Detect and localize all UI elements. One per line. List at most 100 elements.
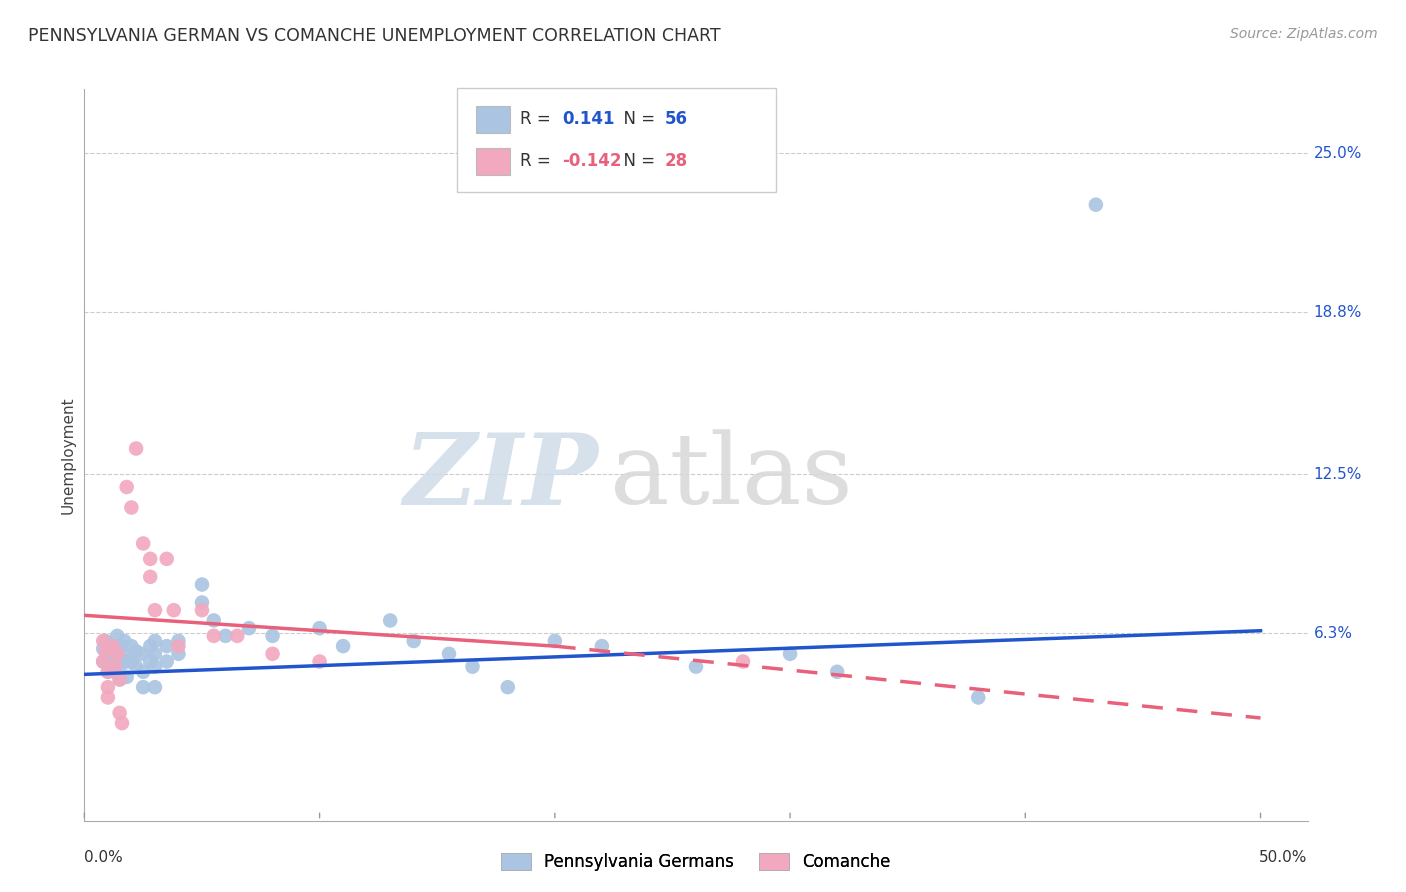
- Point: [115, 655, 138, 669]
- Point: [139, 655, 162, 669]
- Point: [105, 647, 128, 661]
- Point: [108, 659, 131, 673]
- Point: [143, 603, 166, 617]
- Text: 50.0%: 50.0%: [1260, 850, 1308, 865]
- Point: [191, 577, 214, 591]
- Point: [967, 690, 990, 705]
- Point: [97, 665, 120, 679]
- Point: [143, 659, 166, 673]
- Text: R =: R =: [520, 111, 561, 128]
- Legend: Pennsylvania Germans, Comanche: Pennsylvania Germans, Comanche: [495, 847, 897, 878]
- Point: [238, 621, 260, 635]
- Point: [167, 639, 190, 653]
- Text: PENNSYLVANIA GERMAN VS COMANCHE UNEMPLOYMENT CORRELATION CHART: PENNSYLVANIA GERMAN VS COMANCHE UNEMPLOY…: [28, 27, 721, 45]
- Point: [731, 655, 754, 669]
- Point: [262, 647, 284, 661]
- Point: [108, 673, 131, 687]
- Point: [167, 634, 190, 648]
- Point: [143, 634, 166, 648]
- Text: atlas: atlas: [610, 429, 853, 524]
- Point: [105, 629, 128, 643]
- Point: [380, 614, 402, 628]
- Point: [108, 706, 131, 720]
- Point: [139, 552, 162, 566]
- Point: [104, 665, 127, 679]
- Point: [461, 659, 484, 673]
- Point: [437, 647, 460, 661]
- Point: [139, 639, 162, 653]
- Point: [104, 649, 127, 664]
- Point: [94, 644, 117, 658]
- Point: [125, 442, 148, 456]
- Text: ZIP: ZIP: [404, 429, 598, 525]
- Point: [1084, 197, 1107, 211]
- Point: [202, 614, 225, 628]
- Point: [132, 665, 155, 679]
- Point: [112, 647, 135, 661]
- Point: [91, 634, 114, 648]
- Point: [108, 673, 131, 687]
- Point: [125, 644, 148, 658]
- Point: [101, 639, 124, 653]
- Point: [163, 603, 186, 617]
- Point: [108, 639, 131, 653]
- Point: [97, 665, 120, 679]
- Point: [125, 659, 148, 673]
- Point: [105, 644, 128, 658]
- Point: [156, 639, 179, 653]
- Text: 25.0%: 25.0%: [1313, 146, 1362, 161]
- Point: [139, 570, 162, 584]
- Point: [202, 629, 225, 643]
- Y-axis label: Unemployment: Unemployment: [60, 396, 76, 514]
- Point: [104, 659, 127, 673]
- Point: [496, 680, 519, 694]
- Point: [97, 690, 120, 705]
- Point: [308, 621, 330, 635]
- Point: [402, 634, 425, 648]
- Point: [167, 647, 190, 661]
- Point: [115, 480, 138, 494]
- Text: 28: 28: [665, 153, 688, 170]
- Text: N =: N =: [613, 111, 659, 128]
- Point: [825, 665, 848, 679]
- Text: -0.142: -0.142: [562, 153, 621, 170]
- Point: [226, 629, 249, 643]
- Text: 6.3%: 6.3%: [1313, 626, 1353, 640]
- Point: [544, 634, 567, 648]
- Text: R =: R =: [520, 153, 555, 170]
- Point: [143, 680, 166, 694]
- Point: [779, 647, 801, 661]
- Point: [156, 552, 179, 566]
- Point: [120, 639, 142, 653]
- Point: [111, 716, 134, 731]
- Point: [120, 500, 142, 515]
- Point: [156, 655, 179, 669]
- Point: [308, 655, 330, 669]
- Point: [591, 639, 613, 653]
- Point: [129, 647, 152, 661]
- Point: [132, 536, 155, 550]
- Text: 56: 56: [665, 111, 688, 128]
- Text: 0.0%: 0.0%: [84, 850, 124, 865]
- Point: [115, 670, 138, 684]
- Point: [112, 634, 135, 648]
- Point: [94, 634, 117, 648]
- Text: N =: N =: [613, 153, 659, 170]
- Point: [91, 655, 114, 669]
- Point: [191, 595, 214, 609]
- Text: Source: ZipAtlas.com: Source: ZipAtlas.com: [1230, 27, 1378, 41]
- Point: [143, 647, 166, 661]
- Point: [214, 629, 236, 643]
- Point: [97, 647, 120, 661]
- Text: 12.5%: 12.5%: [1313, 467, 1362, 482]
- Point: [132, 680, 155, 694]
- Point: [120, 655, 142, 669]
- Point: [191, 603, 214, 617]
- Point: [101, 639, 124, 653]
- Point: [262, 629, 284, 643]
- Point: [97, 652, 120, 666]
- Point: [91, 655, 114, 669]
- Point: [101, 659, 124, 673]
- Point: [685, 659, 707, 673]
- Point: [97, 680, 120, 694]
